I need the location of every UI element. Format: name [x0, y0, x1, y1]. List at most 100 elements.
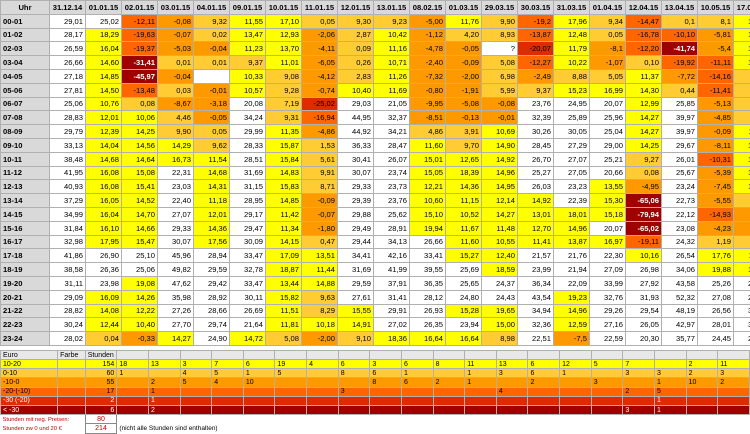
- price-cell: 7,19: [266, 97, 302, 111]
- price-cell: 11,26: [374, 69, 410, 83]
- count-cell: 5: [212, 369, 244, 378]
- price-cell: 31,11: [50, 276, 86, 290]
- price-cell: -8,51: [410, 111, 446, 125]
- price-cell: 9,90: [158, 125, 194, 139]
- price-cell: 11,60: [410, 138, 446, 152]
- price-cell: 29,88: [338, 207, 374, 221]
- hour-label: 19-20: [1, 276, 50, 290]
- hour-label: 18-19: [1, 263, 50, 277]
- color-swatch: [58, 396, 86, 405]
- count-cell: 1: [117, 369, 149, 378]
- price-cell: 14,26: [122, 290, 158, 304]
- count-cell: [591, 406, 623, 415]
- price-cell: 28,95: [230, 194, 266, 208]
- price-cell: 5,99: [482, 83, 518, 97]
- legend-header-cell: [180, 350, 212, 359]
- price-cell: 39,97: [662, 111, 698, 125]
- price-cell: 14,72: [230, 332, 266, 346]
- price-cell: 31,69: [230, 166, 266, 180]
- price-cell: 12,35: [734, 14, 750, 28]
- price-cell: 11,67: [446, 221, 482, 235]
- price-cell: 23,76: [374, 194, 410, 208]
- price-cell: 21,76: [554, 249, 590, 263]
- price-cell: 11,18: [194, 194, 230, 208]
- count-cell: 3: [338, 387, 370, 396]
- price-cell: 25,06: [122, 263, 158, 277]
- range-label: 0-10: [1, 369, 58, 378]
- range-label: < -30: [1, 406, 58, 415]
- price-cell: 24,32: [662, 235, 698, 249]
- price-cell: 32,37: [374, 111, 410, 125]
- price-cell: 10,57: [230, 83, 266, 97]
- price-cell: 28,51: [230, 152, 266, 166]
- price-cell: 27,29: [554, 138, 590, 152]
- price-cell: 14,96: [554, 304, 590, 318]
- price-cell: 22,73: [662, 194, 698, 208]
- count-cell: [212, 396, 244, 405]
- price-cell: 29,39: [338, 194, 374, 208]
- price-cell: 25,67: [662, 166, 698, 180]
- price-cell: 33,47: [230, 249, 266, 263]
- price-cell: -4,12: [302, 69, 338, 83]
- count-cell: [560, 406, 592, 415]
- price-cell: -0,04: [194, 42, 230, 56]
- count-cell: [307, 378, 339, 387]
- price-cell: 26,35: [410, 318, 446, 332]
- price-cell: 9,27: [626, 152, 662, 166]
- price-cell: 8,29: [302, 304, 338, 318]
- price-cell: 14,31: [194, 180, 230, 194]
- price-cell: 34,41: [338, 249, 374, 263]
- price-cell: 12,21: [410, 180, 446, 194]
- price-cell: 29,59: [338, 276, 374, 290]
- price-cell: 11,42: [266, 207, 302, 221]
- price-cell: 33,99: [590, 276, 626, 290]
- price-cell: 29,33: [338, 180, 374, 194]
- price-cell: 25,10: [122, 249, 158, 263]
- range-label: 10-20: [1, 360, 58, 369]
- hours: 6: [85, 406, 117, 415]
- price-cell: 6,98: [482, 69, 518, 83]
- price-cell: -0,01: [194, 83, 230, 97]
- count-cell: 1: [654, 396, 686, 405]
- price-cell: 16,64: [446, 332, 482, 346]
- price-cell: 14,91: [338, 318, 374, 332]
- price-cell: 16,99: [590, 83, 626, 97]
- price-cell: 9,37: [518, 83, 554, 97]
- price-cell: 1,53: [302, 138, 338, 152]
- price-cell: 23,23: [554, 180, 590, 194]
- price-cell: 4,46: [158, 111, 194, 125]
- price-cell: 10,18: [734, 180, 750, 194]
- price-cell: 44,95: [338, 111, 374, 125]
- hour-label: 00-01: [1, 14, 50, 28]
- price-cell: 10,22: [554, 56, 590, 70]
- price-cell: 27,07: [554, 152, 590, 166]
- price-cell: 28,33: [230, 138, 266, 152]
- price-cell: -16,94: [302, 111, 338, 125]
- price-cell: 25,04: [590, 125, 626, 139]
- price-cell: 11,44: [302, 263, 338, 277]
- price-cell: 0,05: [194, 125, 230, 139]
- count-cell: [591, 387, 623, 396]
- price-cell: 14,96: [554, 221, 590, 235]
- price-cell: 9,34: [590, 14, 626, 28]
- price-cell: 26,03: [518, 180, 554, 194]
- price-cell: 14,15: [266, 235, 302, 249]
- color-swatch: [58, 369, 86, 378]
- price-cell: 11,55: [230, 14, 266, 28]
- price-cell: 15,30: [590, 194, 626, 208]
- count-cell: [433, 396, 465, 405]
- price-cell: -0,07: [158, 28, 194, 42]
- price-cell: 42,97: [662, 318, 698, 332]
- price-cell: 22,51: [518, 332, 554, 346]
- price-cell: 9,91: [302, 166, 338, 180]
- price-cell: 45,96: [158, 249, 194, 263]
- count-cell: 5: [654, 387, 686, 396]
- price-cell: 24,90: [194, 332, 230, 346]
